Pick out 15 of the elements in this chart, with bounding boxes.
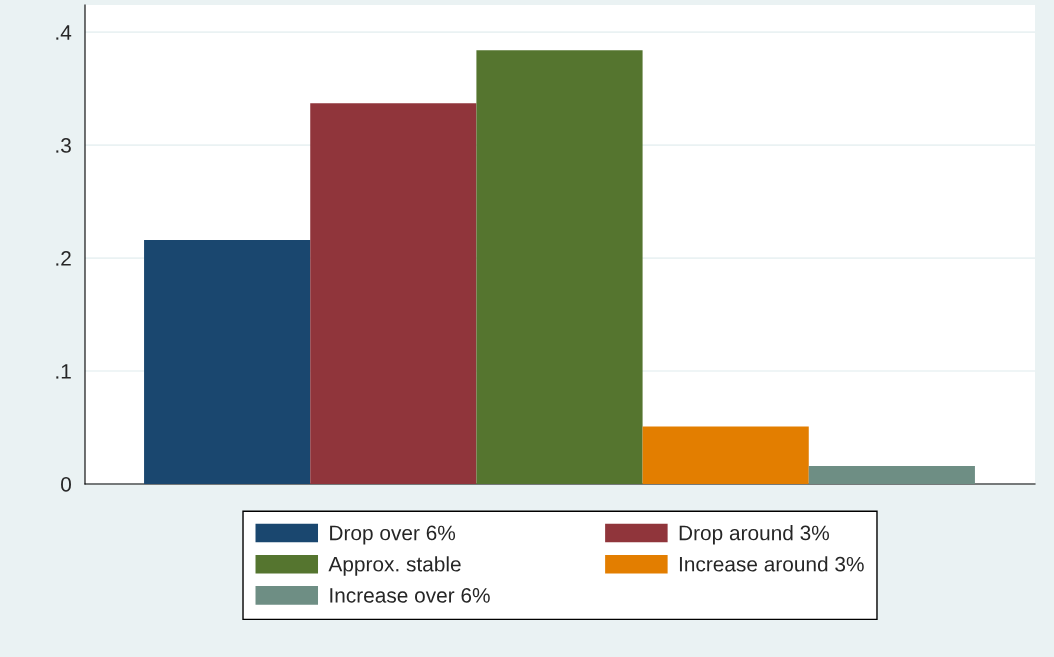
- bar: [642, 426, 809, 484]
- legend-label: Approx. stable: [328, 556, 461, 576]
- bar: [476, 50, 643, 484]
- legend-label: Drop around 3%: [679, 525, 830, 545]
- y-tick-label: .1: [56, 364, 71, 379]
- bar: [144, 239, 311, 484]
- legend-label: Increase around 3%: [679, 556, 864, 572]
- y-tick-label: .3: [56, 138, 71, 153]
- y-tick-label: .2: [56, 251, 71, 266]
- legend-label: Increase over 6%: [330, 587, 490, 603]
- y-tick-label: .4: [56, 25, 72, 40]
- legend-label: Drop over 6%: [330, 525, 456, 545]
- bar: [310, 103, 477, 484]
- bar: [808, 465, 975, 484]
- y-tick-label: 0: [61, 477, 71, 492]
